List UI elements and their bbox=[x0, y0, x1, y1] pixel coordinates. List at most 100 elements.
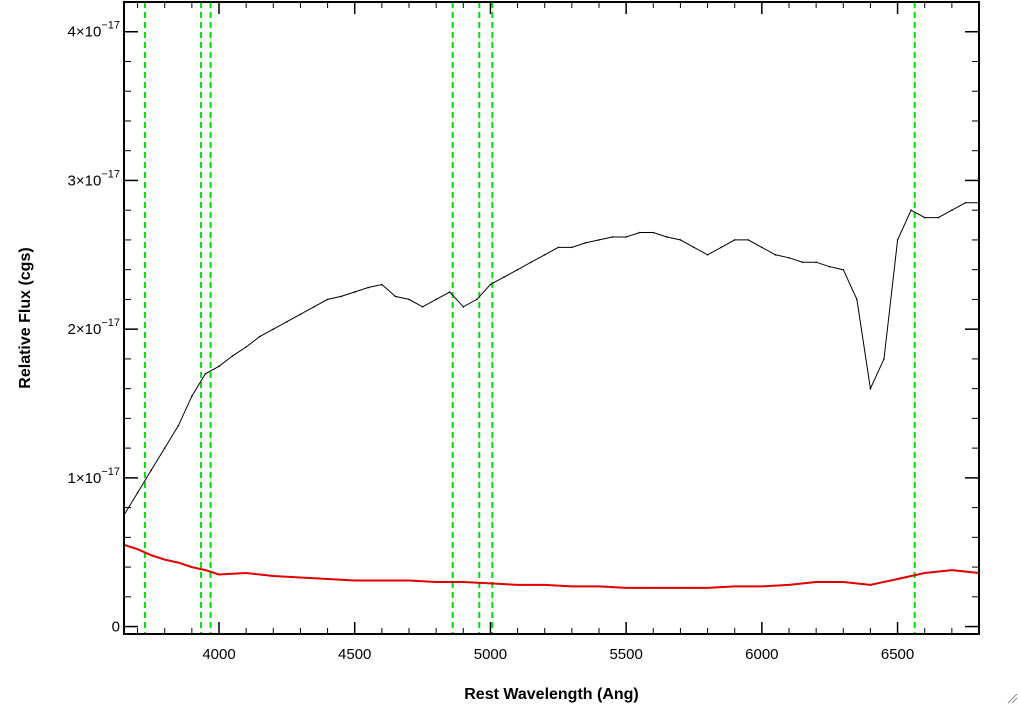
series-0-point-8 bbox=[231, 355, 234, 357]
series-1-point-13 bbox=[381, 579, 383, 582]
series-1-point-30 bbox=[842, 581, 845, 583]
series-1-point-14 bbox=[408, 579, 410, 582]
series-1-point-12 bbox=[353, 579, 356, 582]
series-0-point-38 bbox=[638, 231, 641, 234]
series-0-point-34 bbox=[584, 242, 587, 244]
series-0-point-49 bbox=[788, 256, 790, 259]
series-1-point-26 bbox=[733, 585, 736, 588]
series-0-point-30 bbox=[530, 261, 532, 264]
series-0-point-43 bbox=[706, 254, 709, 256]
series-1-point-11 bbox=[326, 578, 329, 580]
series-0-point-4 bbox=[177, 425, 180, 427]
series-1-point-20 bbox=[571, 585, 573, 588]
series-1-point-23 bbox=[652, 587, 655, 589]
series-1-point-27 bbox=[761, 585, 763, 588]
series-1-point-9 bbox=[272, 575, 275, 577]
series-0-point-25 bbox=[462, 306, 465, 308]
x-axis-ticks: 4000 4500 5000 5500 6000 6500 bbox=[137, 2, 980, 663]
series-0-point-21 bbox=[408, 298, 410, 301]
x-tick-label: 4000 bbox=[202, 646, 235, 663]
series-1-point-8 bbox=[245, 572, 247, 574]
series-0-point-18 bbox=[367, 286, 370, 289]
series-1-point-5 bbox=[191, 566, 193, 568]
galaxy-spectrum bbox=[123, 201, 980, 516]
series-0-point-59 bbox=[923, 216, 926, 219]
series-0-point-14 bbox=[313, 306, 315, 308]
x-axis-title: Rest Wavelength (Ang) bbox=[464, 686, 639, 703]
series-1-point-24 bbox=[679, 587, 682, 589]
series-0-point-57 bbox=[896, 239, 899, 241]
series-0-point-53 bbox=[842, 268, 845, 271]
series-0-point-51 bbox=[815, 261, 817, 264]
series-line-0 bbox=[123, 202, 979, 516]
y-axis-ticks: 0 1×10−17 2×10−17 3×10−17 4×10−17 bbox=[68, 20, 979, 636]
series-0-point-40 bbox=[666, 236, 668, 238]
resize-grip-icon[interactable] bbox=[1006, 692, 1018, 704]
series-0-point-41 bbox=[679, 239, 682, 241]
series-0-point-47 bbox=[761, 246, 763, 249]
series-0-point-55 bbox=[869, 387, 872, 390]
series-0-point-36 bbox=[611, 236, 614, 238]
series-0-point-16 bbox=[340, 295, 342, 298]
series-1-point-1 bbox=[136, 548, 139, 551]
series-0-point-32 bbox=[557, 246, 560, 249]
series-0-point-13 bbox=[299, 313, 302, 316]
series-0-point-31 bbox=[543, 254, 546, 256]
series-1-point-28 bbox=[788, 584, 790, 586]
series-0-point-27 bbox=[489, 283, 492, 286]
series-0-point-56 bbox=[883, 358, 885, 360]
series-line-1 bbox=[123, 543, 980, 589]
series-0-point-35 bbox=[598, 239, 600, 241]
x-tick-label: 4500 bbox=[338, 646, 371, 663]
series-0-point-28 bbox=[503, 276, 505, 278]
series-0-point-61 bbox=[951, 209, 953, 211]
plot-frame bbox=[123, 1, 980, 635]
series-0-point-17 bbox=[353, 291, 356, 293]
series-1-point-19 bbox=[543, 584, 546, 586]
series-0-point-42 bbox=[693, 246, 695, 249]
series-0-point-58 bbox=[910, 209, 912, 211]
series-1-point-31 bbox=[869, 584, 872, 586]
series-0-point-48 bbox=[774, 254, 777, 256]
series-0-point-23 bbox=[435, 298, 437, 301]
series-0-point-2 bbox=[150, 469, 152, 472]
series-1-point-32 bbox=[896, 578, 899, 580]
series-0-point-50 bbox=[801, 261, 804, 264]
series-0-point-46 bbox=[747, 239, 750, 241]
y-tick-label: 3×10−17 bbox=[68, 168, 120, 189]
series-0-point-19 bbox=[381, 283, 383, 286]
series-1-point-4 bbox=[177, 561, 180, 564]
series-0-point-39 bbox=[652, 231, 655, 234]
series-1-point-21 bbox=[598, 585, 600, 588]
series-0-point-33 bbox=[571, 246, 573, 249]
series-1-point-7 bbox=[218, 573, 220, 576]
x-tick-label: 5500 bbox=[609, 646, 642, 663]
series-1-point-25 bbox=[706, 587, 709, 589]
series-1-point-33 bbox=[923, 572, 926, 574]
series-0-point-1 bbox=[136, 491, 139, 494]
y-tick-label: 0 bbox=[112, 619, 120, 636]
series-0-point-22 bbox=[421, 306, 424, 308]
series-1-point-10 bbox=[299, 576, 302, 579]
x-tick-label: 5000 bbox=[474, 646, 507, 663]
series-0-point-45 bbox=[733, 239, 736, 241]
series-1-point-3 bbox=[163, 558, 166, 561]
x-tick-label: 6500 bbox=[881, 646, 914, 663]
series-0-point-62 bbox=[964, 201, 967, 204]
series-0-point-11 bbox=[272, 328, 275, 330]
series-1-point-2 bbox=[150, 554, 152, 556]
y-axis-title: Relative Flux (cgs) bbox=[17, 247, 34, 388]
series-0-point-29 bbox=[516, 268, 519, 271]
series-0-point-37 bbox=[625, 236, 627, 238]
y-tick-label: 2×10−17 bbox=[68, 317, 120, 338]
series-1-point-15 bbox=[435, 581, 437, 583]
series-0-point-24 bbox=[448, 291, 451, 293]
series-0-point-26 bbox=[476, 298, 478, 301]
series-1-point-29 bbox=[815, 581, 817, 583]
series-1-point-17 bbox=[489, 582, 492, 585]
series-0-point-15 bbox=[326, 298, 329, 301]
series-0-point-44 bbox=[720, 246, 722, 249]
series-1-point-6 bbox=[204, 569, 207, 571]
y-tick-label: 1×10−17 bbox=[68, 466, 120, 487]
